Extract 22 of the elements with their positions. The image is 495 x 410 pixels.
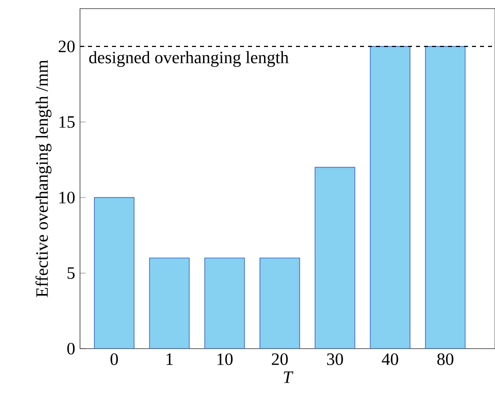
y-tick-label: 0 xyxy=(67,342,75,355)
bar xyxy=(314,166,356,349)
bar xyxy=(425,46,466,349)
y-tick-label: 15 xyxy=(59,116,75,128)
y-tick-label: 10 xyxy=(59,192,75,204)
bar xyxy=(370,46,410,349)
y-tick-label: 5 xyxy=(68,267,75,279)
x-tick-label: 80 xyxy=(437,353,454,366)
ref-line-label: designed overhanging length xyxy=(89,51,289,67)
x-tick-label: 40 xyxy=(382,353,398,366)
y-axis-title: Effective overhanging length /mm xyxy=(36,60,52,298)
x-tick-label: 20 xyxy=(272,353,288,366)
x-axis-title: T xyxy=(284,372,294,383)
y-tick-label: 20 xyxy=(58,40,75,52)
bar xyxy=(149,258,190,349)
bar xyxy=(94,197,134,349)
x-tick-label: 30 xyxy=(327,353,343,366)
x-tick-label: 1 xyxy=(166,353,173,365)
bar xyxy=(204,258,245,349)
x-tick-label: 10 xyxy=(217,353,233,366)
bar xyxy=(260,258,300,349)
x-tick-label: 0 xyxy=(110,353,118,366)
